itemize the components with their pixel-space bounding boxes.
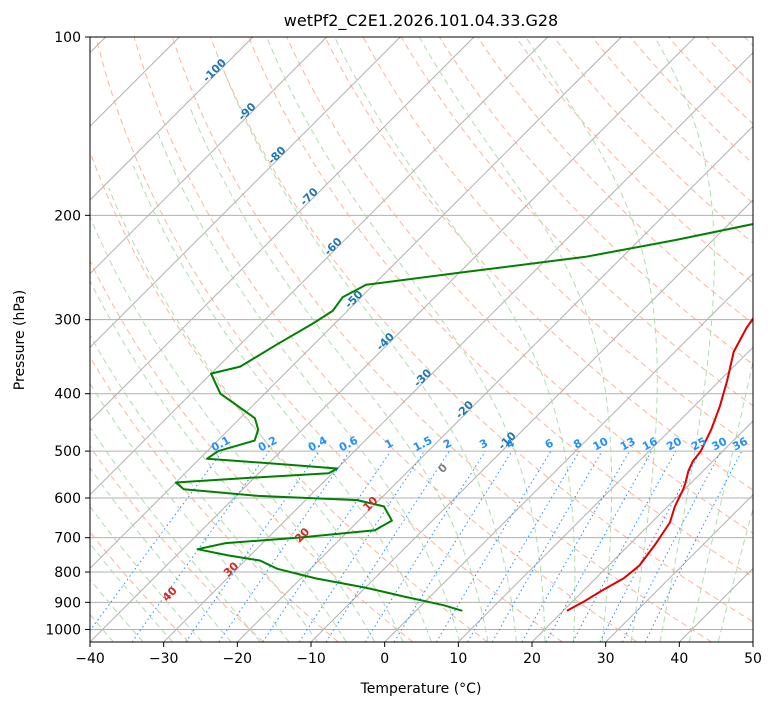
isotherm--40: [90, 37, 696, 642]
dry-adiabat-130: [515, 37, 753, 284]
dry-adiabat-60: [248, 37, 753, 578]
x-tick-label: −10: [296, 651, 326, 667]
isotherm-20: [531, 420, 753, 642]
x-axis-label: Temperature (°C): [360, 681, 482, 697]
dry-adiabat-20: [95, 37, 563, 642]
dry-adiabat-70: [286, 37, 753, 534]
isotherm--70: [90, 37, 475, 422]
mixing-ratio-label-16: 30: [710, 435, 730, 454]
moist-adiabat--8: [90, 279, 347, 642]
isotherm--90: [90, 37, 328, 275]
x-tick-label: −20: [223, 651, 253, 667]
y-tick-label: 100: [54, 30, 81, 46]
mixing-ratio-line-3: [218, 450, 351, 642]
y-tick-label: 900: [54, 595, 81, 611]
moist-adiabat--32: [90, 542, 173, 642]
x-tick-label: −30: [149, 651, 179, 667]
mixing-ratio-label-12: 13: [618, 435, 638, 454]
mixing-ratio-label-14: 20: [664, 435, 684, 454]
isotherm-0: [384, 272, 753, 642]
moist-adiabat-4: [132, 165, 432, 642]
isotherm--100: [90, 37, 254, 201]
isotherm--60: [90, 37, 549, 496]
y-tick-label: 200: [54, 208, 81, 224]
moist-adiabat-12: [188, 104, 489, 642]
moist-adiabat-24: [334, 37, 576, 642]
y-axis-label: Pressure (hPa): [12, 290, 28, 390]
dry-adiabat-40: [171, 37, 712, 642]
moist-adiabat-36: [654, 37, 715, 642]
plot-frame: [89, 36, 754, 643]
moist-adiabat--24: [90, 467, 232, 642]
moist-adiabat-20: [266, 37, 546, 642]
y-tick-label: 800: [54, 565, 81, 581]
moist-adiabat--12: [90, 334, 319, 642]
isotherm-10: [457, 346, 753, 642]
moist-adiabat-32: [525, 37, 658, 642]
profile-lines: [174, 223, 753, 612]
mixing-ratio-label-17: 36: [730, 435, 750, 454]
y-tick-label: 300: [54, 313, 81, 329]
dry-adiabat-50: [210, 37, 753, 623]
dewpoint-line: [174, 223, 753, 612]
x-tick-label: 40: [670, 651, 688, 667]
moist-adiabat--16: [90, 382, 290, 642]
mixing-ratio-line-9: [435, 450, 552, 642]
x-tick-label: 50: [744, 651, 762, 667]
mixing-ratio-label-11: 10: [591, 435, 611, 454]
moist-adiabat-28: [418, 37, 613, 642]
mixing-ratio-line-5: [298, 450, 425, 642]
isotherm--80: [90, 37, 401, 349]
mixing-ratio-line-2: [185, 450, 320, 642]
mixing-ratio-line-14: [572, 450, 677, 642]
mixing-ratio-line-7: [364, 450, 486, 642]
axes: −40 −30 −20 −10 0 10 20 30 40 50 100 200 300 400 500 60…: [45, 30, 762, 667]
moist-adiabat-44: [717, 506, 753, 642]
temperature-line: [566, 316, 753, 612]
x-tick-label: 10: [449, 651, 467, 667]
mixing-ratio-label-13: 16: [640, 435, 660, 454]
isotherm--20: [236, 125, 753, 642]
dry-adiabat--20: [90, 445, 264, 642]
chart-title: wetPf2_C2E1.2026.101.04.33.G28: [284, 11, 558, 31]
moist-adiabat-16: [224, 72, 517, 642]
dry-adiabat-80: [324, 37, 753, 491]
y-tick-label: 700: [54, 531, 81, 547]
mixing-ratio-line-6: [325, 450, 450, 642]
y-tick-label: 1000: [45, 622, 81, 638]
y-tick-label: 400: [54, 387, 81, 403]
moist-adiabat-40: [688, 358, 753, 642]
mixing-ratio-line-15: [599, 450, 701, 642]
moist-adiabat-0: [108, 188, 404, 642]
moist-adiabat-8: [157, 132, 461, 642]
y-tick-label: 600: [54, 491, 81, 507]
x-tick-label: 30: [597, 651, 615, 667]
x-tick-label: 0: [380, 651, 389, 667]
mixing-ratio-label-15: 25: [689, 435, 709, 454]
moist-adiabat--4: [90, 215, 376, 642]
x-tick-label: −40: [75, 651, 105, 667]
mixing-ratio-line-8: [393, 450, 513, 642]
x-tick-label: 20: [523, 651, 541, 667]
moist-adiabat--20: [90, 426, 261, 642]
mixing-ratio-line-10: [467, 450, 580, 642]
isotherm-30: [605, 493, 753, 642]
moist-adiabat--28: [90, 505, 203, 642]
moist-adiabat--36: [90, 578, 144, 642]
dry-adiabat-0: [90, 259, 414, 642]
y-tick-label: 500: [54, 444, 81, 460]
mixing-ratio-line-4: [262, 450, 392, 642]
